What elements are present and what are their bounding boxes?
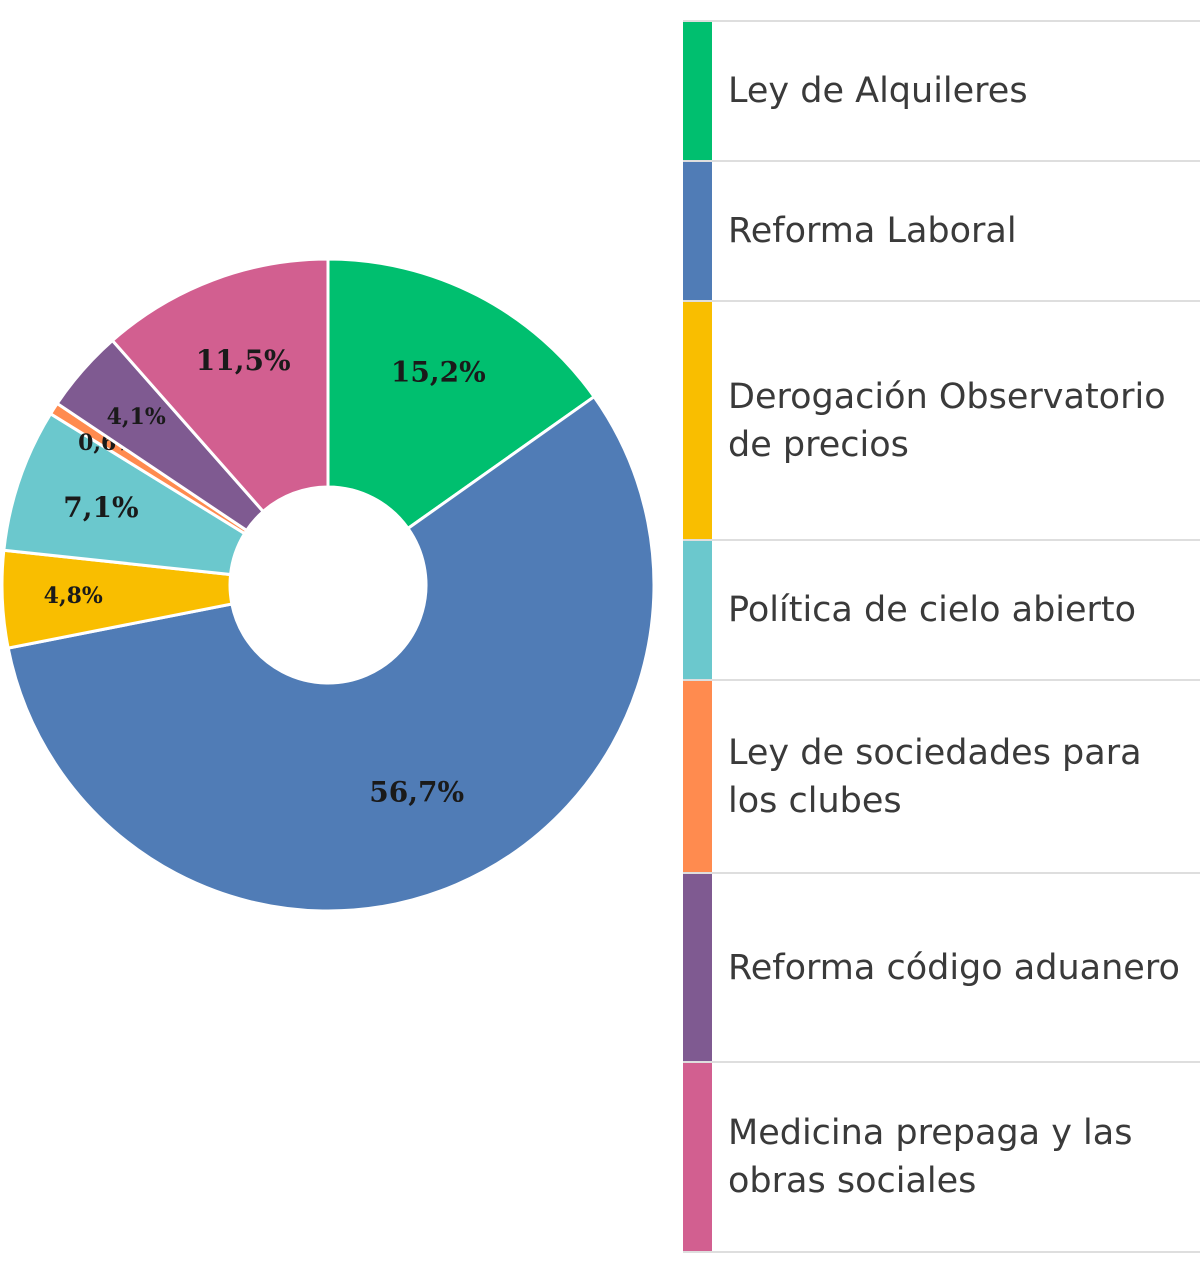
legend-label: Ley de sociedades para los clubes [728,732,1142,821]
donut-slice [110,257,330,514]
legend-label: Derogación Observatorio de precios [728,376,1166,465]
slice-value-label: 56,7% [369,775,464,808]
legend-item: Reforma código aduanero [683,872,1200,1061]
slice-value-label: 4,1% [107,404,166,430]
legend-swatch [683,541,712,679]
legend-label: Reforma Laboral [728,211,1017,251]
slice-value-label: 11,5% [196,344,291,377]
legend-item: Ley de Alquileres [683,20,1200,160]
donut-chart: 15,2% 56,7% 4,8% 7,1% 0,6% 4,1% 11,5% [0,257,656,913]
legend-swatch [683,1063,712,1251]
legend-label: Medicina prepaga y las obras sociales [728,1113,1133,1201]
legend-label: Ley de Alquileres [728,71,1028,111]
legend-item: Reforma Laboral [683,160,1200,300]
legend-swatch [683,162,712,300]
slice-value-label: 7,1% [63,491,138,524]
legend-label: Política de cielo abierto [728,590,1137,630]
donut-slice [326,257,597,531]
slice-value-label: 15,2% [391,355,486,388]
legend-item: Derogación Observatorio de precios [683,300,1200,539]
legend: Ley de Alquileres Reforma Laboral Derogaci… [683,20,1200,1253]
donut-chart-svg: 15,2%56,7%4,8%7,1%0,6%4,1%11,5% [0,257,656,913]
legend-swatch [683,22,712,160]
legend-item: Política de cielo abierto [683,539,1200,679]
legend-swatch [683,681,712,872]
legend-item: Medicina prepaga y las obras sociales [683,1061,1200,1253]
slice-value-label: 4,8% [44,583,103,609]
donut-slice [6,394,656,913]
legend-swatch [683,874,712,1061]
legend-label: Reforma código aduanero [728,947,1180,988]
legend-swatch [683,302,712,539]
legend-item: Ley de sociedades para los clubes [683,679,1200,872]
